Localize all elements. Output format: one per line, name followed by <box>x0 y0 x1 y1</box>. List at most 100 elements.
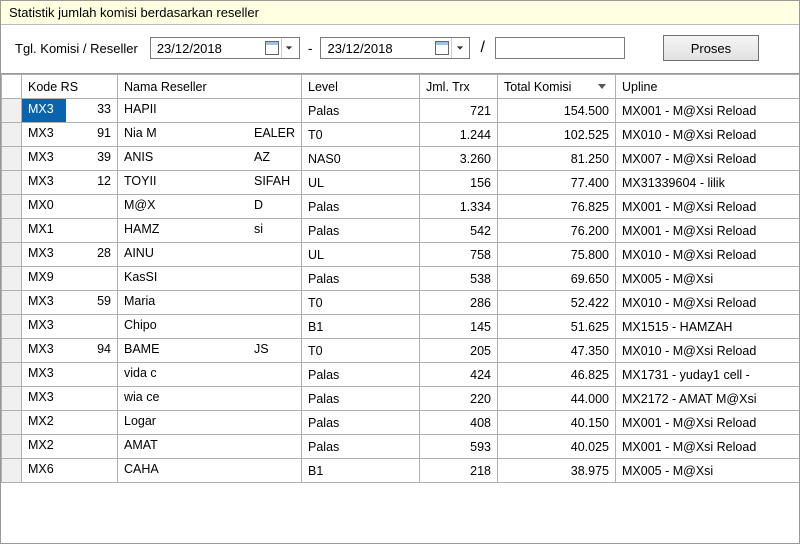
cell-komisi[interactable]: 76.825 <box>498 195 616 219</box>
cell-upline[interactable]: MX1515 - HAMZAH <box>616 315 800 339</box>
cell-level[interactable]: Palas <box>302 267 420 291</box>
table-row[interactable]: MX9KasSIPalas53869.650MX005 - M@Xsi <box>2 267 800 291</box>
cell-level[interactable]: T0 <box>302 339 420 363</box>
cell-trx[interactable]: 542 <box>420 219 498 243</box>
cell-level[interactable]: Palas <box>302 363 420 387</box>
date-to-field[interactable]: 23/12/2018 <box>320 37 470 59</box>
cell-nama[interactable]: AMAT <box>118 435 302 459</box>
table-row[interactable]: MX339ANISAZNAS03.26081.250MX007 - M@Xsi … <box>2 147 800 171</box>
date-to-dropdown[interactable] <box>451 38 467 58</box>
cell-level[interactable]: T0 <box>302 291 420 315</box>
cell-nama[interactable]: Chipo <box>118 315 302 339</box>
cell-upline[interactable]: MX010 - M@Xsi Reload <box>616 291 800 315</box>
cell-upline[interactable]: MX007 - M@Xsi Reload <box>616 147 800 171</box>
cell-upline[interactable]: MX2172 - AMAT M@Xsi <box>616 387 800 411</box>
cell-trx[interactable]: 218 <box>420 459 498 483</box>
cell-trx[interactable]: 424 <box>420 363 498 387</box>
cell-kode[interactable]: MX0 <box>22 195 118 219</box>
cell-trx[interactable]: 205 <box>420 339 498 363</box>
cell-komisi[interactable]: 77.400 <box>498 171 616 195</box>
table-row[interactable]: MX0M@XDPalas1.33476.825MX001 - M@Xsi Rel… <box>2 195 800 219</box>
cell-kode[interactable]: MX394 <box>22 339 118 363</box>
cell-upline[interactable]: MX010 - M@Xsi Reload <box>616 243 800 267</box>
table-row[interactable]: MX6CAHAB121838.975MX005 - M@Xsi <box>2 459 800 483</box>
cell-kode[interactable]: MX333 <box>22 99 118 123</box>
cell-trx[interactable]: 758 <box>420 243 498 267</box>
cell-level[interactable]: NAS0 <box>302 147 420 171</box>
cell-trx[interactable]: 593 <box>420 435 498 459</box>
cell-trx[interactable]: 220 <box>420 387 498 411</box>
cell-upline[interactable]: MX001 - M@Xsi Reload <box>616 99 800 123</box>
cell-upline[interactable]: MX005 - M@Xsi <box>616 459 800 483</box>
cell-upline[interactable]: MX001 - M@Xsi Reload <box>616 195 800 219</box>
cell-kode[interactable]: MX3 <box>22 315 118 339</box>
cell-trx[interactable]: 156 <box>420 171 498 195</box>
cell-nama[interactable]: HAMZsi <box>118 219 302 243</box>
col-upline-header[interactable]: Upline <box>616 75 800 99</box>
cell-nama[interactable]: Logar <box>118 411 302 435</box>
cell-komisi[interactable]: 75.800 <box>498 243 616 267</box>
cell-komisi[interactable]: 102.525 <box>498 123 616 147</box>
cell-komisi[interactable]: 52.422 <box>498 291 616 315</box>
cell-upline[interactable]: MX001 - M@Xsi Reload <box>616 411 800 435</box>
cell-level[interactable]: B1 <box>302 459 420 483</box>
cell-kode[interactable]: MX3 <box>22 387 118 411</box>
cell-level[interactable]: Palas <box>302 99 420 123</box>
cell-trx[interactable]: 1.334 <box>420 195 498 219</box>
cell-nama[interactable]: CAHA <box>118 459 302 483</box>
cell-level[interactable]: B1 <box>302 315 420 339</box>
cell-kode[interactable]: MX1 <box>22 219 118 243</box>
table-row[interactable]: MX2LogarPalas40840.150MX001 - M@Xsi Relo… <box>2 411 800 435</box>
cell-komisi[interactable]: 76.200 <box>498 219 616 243</box>
cell-trx[interactable]: 721 <box>420 99 498 123</box>
reseller-search-input[interactable] <box>495 37 625 59</box>
cell-kode[interactable]: MX339 <box>22 147 118 171</box>
cell-upline[interactable]: MX1731 - yuday1 cell - <box>616 363 800 387</box>
cell-kode[interactable]: MX312 <box>22 171 118 195</box>
cell-nama[interactable]: vida c <box>118 363 302 387</box>
date-from-field[interactable]: 23/12/2018 <box>150 37 300 59</box>
cell-upline[interactable]: MX005 - M@Xsi <box>616 267 800 291</box>
cell-upline[interactable]: MX010 - M@Xsi Reload <box>616 339 800 363</box>
cell-nama[interactable]: ANISAZ <box>118 147 302 171</box>
cell-level[interactable]: Palas <box>302 411 420 435</box>
col-nama-header[interactable]: Nama Reseller <box>118 75 302 99</box>
cell-upline[interactable]: MX001 - M@Xsi Reload <box>616 219 800 243</box>
col-komisi-header[interactable]: Total Komisi <box>498 75 616 99</box>
cell-upline[interactable]: MX010 - M@Xsi Reload <box>616 123 800 147</box>
table-row[interactable]: MX391Nia MEALERT01.244102.525MX010 - M@X… <box>2 123 800 147</box>
cell-komisi[interactable]: 69.650 <box>498 267 616 291</box>
cell-nama[interactable]: AINU <box>118 243 302 267</box>
col-kode-header[interactable]: Kode RS <box>22 75 118 99</box>
col-level-header[interactable]: Level <box>302 75 420 99</box>
cell-komisi[interactable]: 81.250 <box>498 147 616 171</box>
cell-kode[interactable]: MX3 <box>22 363 118 387</box>
table-row[interactable]: MX3ChipoB114551.625MX1515 - HAMZAH <box>2 315 800 339</box>
cell-kode[interactable]: MX328 <box>22 243 118 267</box>
cell-nama[interactable]: Maria <box>118 291 302 315</box>
cell-komisi[interactable]: 40.025 <box>498 435 616 459</box>
cell-kode[interactable]: MX391 <box>22 123 118 147</box>
cell-komisi[interactable]: 40.150 <box>498 411 616 435</box>
cell-nama[interactable]: KasSI <box>118 267 302 291</box>
cell-trx[interactable]: 145 <box>420 315 498 339</box>
cell-trx[interactable]: 1.244 <box>420 123 498 147</box>
cell-kode[interactable]: MX2 <box>22 411 118 435</box>
cell-kode[interactable]: MX6 <box>22 459 118 483</box>
cell-level[interactable]: Palas <box>302 435 420 459</box>
cell-komisi[interactable]: 46.825 <box>498 363 616 387</box>
table-row[interactable]: MX333HAPIIPalas721154.500MX001 - M@Xsi R… <box>2 99 800 123</box>
cell-trx[interactable]: 286 <box>420 291 498 315</box>
cell-nama[interactable]: TOYIISIFAH <box>118 171 302 195</box>
table-row[interactable]: MX312TOYIISIFAHUL15677.400MX31339604 - l… <box>2 171 800 195</box>
cell-level[interactable]: T0 <box>302 123 420 147</box>
table-row[interactable]: MX1HAMZsiPalas54276.200MX001 - M@Xsi Rel… <box>2 219 800 243</box>
col-trx-header[interactable]: Jml. Trx <box>420 75 498 99</box>
cell-komisi[interactable]: 44.000 <box>498 387 616 411</box>
cell-trx[interactable]: 538 <box>420 267 498 291</box>
cell-trx[interactable]: 408 <box>420 411 498 435</box>
cell-komisi[interactable]: 154.500 <box>498 99 616 123</box>
cell-trx[interactable]: 3.260 <box>420 147 498 171</box>
cell-nama[interactable]: wia ce <box>118 387 302 411</box>
cell-nama[interactable]: BAMEJS <box>118 339 302 363</box>
